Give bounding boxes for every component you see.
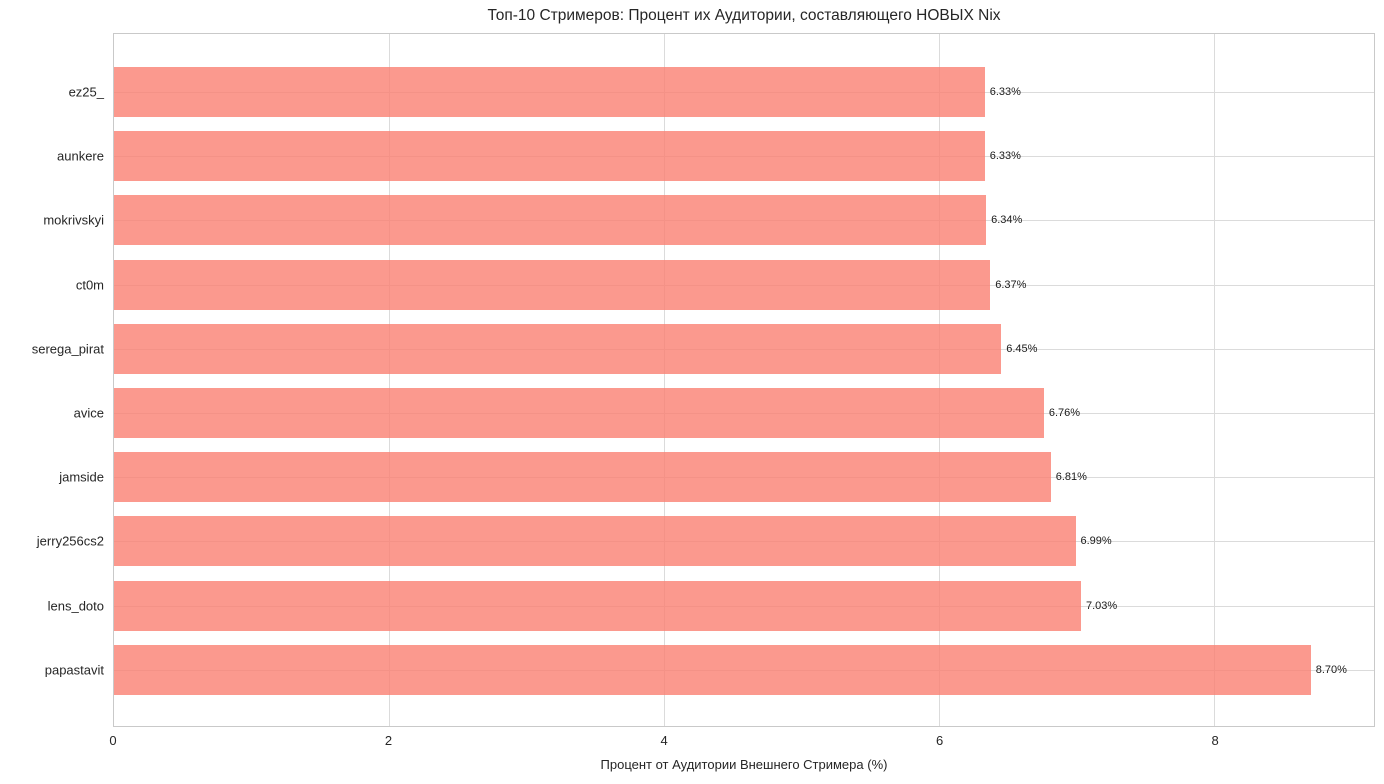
bar bbox=[114, 580, 1081, 631]
plot-area: ez25_ 6.33% aunkere 6.33% mokrivskyi 6.3… bbox=[32, 33, 1375, 727]
y-tick-label: jerry256cs2 bbox=[36, 533, 104, 549]
y-tick-label: jamside bbox=[59, 469, 104, 485]
bar bbox=[114, 67, 985, 118]
x-tick-label: 6 bbox=[936, 733, 944, 748]
x-tick-label: 2 bbox=[384, 733, 393, 748]
bar bbox=[114, 131, 985, 182]
bar bbox=[114, 195, 987, 246]
x-tick-label: 4 bbox=[660, 733, 668, 748]
vertical-gridline bbox=[939, 34, 941, 726]
bar-row: ct0m 6.37% bbox=[76, 253, 1374, 317]
value-label: 8.70% bbox=[1315, 663, 1347, 676]
bar-row: avice 6.76% bbox=[74, 381, 1374, 445]
bars-container: ez25_ 6.33% aunkere 6.33% mokrivskyi 6.3… bbox=[32, 34, 1374, 726]
y-tick-label: ct0m bbox=[75, 277, 104, 293]
value-label: 6.76% bbox=[1048, 407, 1081, 420]
bar-row: jerry256cs2 6.99% bbox=[37, 509, 1374, 573]
x-axis-label: Процент от Аудитории Внешнего Стримера (… bbox=[600, 757, 888, 772]
bar-row: ez25_ 6.33% bbox=[69, 60, 1374, 124]
vertical-gridline bbox=[389, 34, 391, 726]
value-label: 6.37% bbox=[995, 278, 1027, 291]
value-label: 6.34% bbox=[991, 214, 1023, 227]
value-label: 6.33% bbox=[989, 86, 1021, 99]
y-tick-label: lens_doto bbox=[47, 598, 104, 614]
bar-row: papastavit 8.70% bbox=[45, 638, 1374, 702]
y-tick-label: avice bbox=[73, 405, 104, 421]
value-label: 6.99% bbox=[1080, 535, 1112, 548]
value-label: 7.03% bbox=[1086, 599, 1118, 612]
y-tick-label: serega_pirat bbox=[31, 341, 104, 357]
y-tick-label: aunkere bbox=[57, 148, 104, 164]
x-tick-label: 8 bbox=[1211, 733, 1219, 748]
bar-row: aunkere 6.33% bbox=[57, 124, 1374, 188]
y-tick-label: papastavit bbox=[44, 662, 104, 678]
bar bbox=[114, 388, 1044, 439]
y-tick-label: ez25_ bbox=[68, 84, 104, 100]
x-tick-label: 0 bbox=[109, 733, 117, 748]
value-label: 6.45% bbox=[1006, 342, 1038, 355]
y-tick-label: mokrivskyi bbox=[43, 212, 104, 228]
bar bbox=[114, 323, 1002, 374]
bar-row: mokrivskyi 6.34% bbox=[43, 188, 1374, 252]
bar bbox=[114, 644, 1311, 695]
value-label: 6.33% bbox=[989, 150, 1021, 163]
bar bbox=[114, 516, 1076, 567]
bar-row: serega_pirat 6.45% bbox=[32, 317, 1374, 381]
value-label: 6.81% bbox=[1055, 471, 1087, 484]
bar-row: jamside 6.81% bbox=[59, 445, 1374, 509]
bar bbox=[114, 259, 991, 310]
chart-title: Топ-10 Стримеров: Процент их Аудитории, … bbox=[487, 7, 1001, 24]
bar-row: lens_doto 7.03% bbox=[48, 574, 1374, 638]
bar bbox=[114, 452, 1051, 503]
vertical-gridline bbox=[1214, 34, 1216, 726]
vertical-gridline bbox=[664, 34, 666, 726]
